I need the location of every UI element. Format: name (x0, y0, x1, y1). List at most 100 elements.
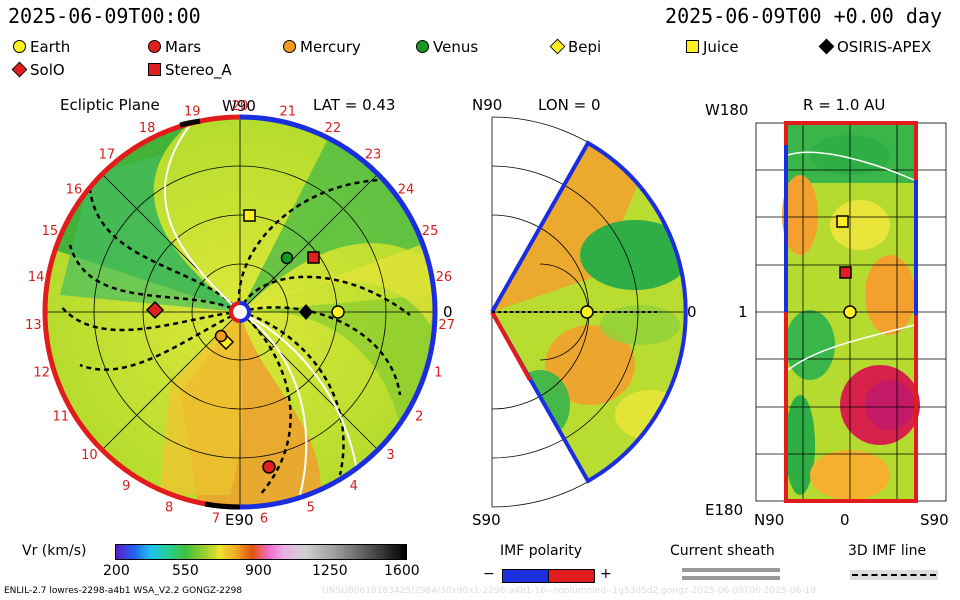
colorbar (115, 544, 407, 560)
sector-number: 2 (415, 410, 423, 425)
sector-number: 23 (365, 147, 382, 162)
circle-marker-icon (148, 40, 161, 53)
sector-number: 15 (42, 224, 59, 239)
lon-label: LON = 0 (538, 96, 601, 114)
juice-marker (243, 209, 256, 222)
cb-tick-200: 200 (103, 563, 130, 579)
sector-number: 14 (28, 270, 45, 285)
legend-label: Bepi (568, 38, 602, 56)
footer-left: ENLIL-2.7 lowres-2298-a4b1 WSA_V2.2 GONG… (4, 586, 243, 596)
sector-number: 24 (398, 182, 415, 197)
x-label-s90: S90 (920, 511, 949, 529)
n90-label: N90 (472, 96, 502, 114)
sector-number: 25 (422, 224, 439, 239)
x-label-0: 0 (840, 511, 850, 529)
legend-label: OSIRIS-APEX (837, 38, 932, 56)
solo-marker (145, 300, 165, 320)
sector-number: 4 (350, 479, 358, 494)
sector-number: 9 (122, 479, 130, 494)
mercury-marker (214, 329, 228, 343)
imf-positive-swatch (548, 569, 595, 583)
legend-label: Stereo_A (165, 61, 232, 79)
legend-label: Venus (433, 38, 479, 56)
sector-number: 19 (184, 105, 201, 120)
one-label: 1 (738, 303, 748, 321)
sheath-line-2 (682, 576, 780, 580)
square-marker-icon (686, 40, 699, 53)
sector-number: 13 (25, 318, 42, 333)
legend-label: Juice (703, 38, 739, 56)
square-marker-icon (148, 63, 161, 76)
lat-label: LAT = 0.43 (313, 96, 395, 114)
imf3d-title: 3D IMF line (848, 543, 927, 559)
sector-number: 10 (81, 448, 98, 463)
sector-number: 21 (279, 105, 296, 120)
current-time: 2025-06-09T00 +0.00 day (665, 4, 942, 28)
diamond-marker-icon (11, 61, 28, 78)
legend-label: SolO (30, 61, 65, 79)
legend-item: Stereo_A (148, 61, 232, 79)
meridional-panel: N90 LON = 0 S90 0 (472, 96, 697, 529)
imf-minus: − (483, 566, 495, 582)
stereo-a-marker (307, 251, 320, 264)
circle-marker-icon (416, 40, 429, 53)
legend-item: Bepi (549, 38, 602, 56)
r-label: R = 1.0 AU (803, 96, 885, 114)
sector-number: 7 (212, 512, 220, 527)
sector-number: 26 (436, 270, 453, 285)
zero-lon-label: 0 (443, 303, 453, 321)
mars-marker (262, 460, 276, 474)
start-time: 2025-06-09T00:00 (8, 4, 201, 28)
earth-marker (331, 305, 345, 319)
zero-label: 0 (687, 303, 697, 321)
sector-number: 18 (139, 121, 156, 136)
diamond-marker-icon (549, 38, 566, 55)
sector-number: 3 (386, 448, 394, 463)
sector-number: 1 (434, 365, 442, 380)
imf-polarity-title: IMF polarity (500, 543, 583, 559)
legend-item: Juice (686, 38, 739, 56)
sector-number: 5 (307, 501, 315, 516)
colorbar-title: Vr (km/s) (22, 543, 87, 559)
sheath-line-1 (682, 568, 780, 572)
imf-plus: + (600, 566, 612, 582)
legend-label: Mercury (300, 38, 361, 56)
legend-item: SolO (11, 61, 65, 79)
w180-label: W180 (705, 101, 748, 119)
cb-tick-550: 550 (172, 563, 199, 579)
venus-marker (280, 251, 294, 265)
current-sheath-title: Current sheath (670, 543, 775, 559)
w90-label: W90 (222, 97, 256, 115)
cb-tick-900: 900 (245, 563, 272, 579)
legend-item: Mercury (283, 38, 361, 56)
cb-tick-1250: 1250 (312, 563, 348, 579)
sector-number: 16 (66, 182, 83, 197)
sector-number: 12 (33, 365, 50, 380)
diamond-marker-icon (818, 38, 835, 55)
legend-item: OSIRIS-APEX (818, 38, 932, 56)
cb-tick-1600: 1600 (384, 563, 420, 579)
sphere-map-panel: W180 R = 1.0 AU 1 E180 N90 0 S90 (705, 96, 949, 529)
imf3d-line (852, 574, 936, 576)
sector-number-labels: 20 21222324252627123456789101112131415161… (25, 99, 455, 527)
circle-marker-icon (13, 40, 26, 53)
imf-negative-swatch (502, 569, 549, 583)
x-label-n90: N90 (754, 511, 784, 529)
footer-right: UNSUB0610183425/2984/30x90x1-2298-a4b1-1… (322, 586, 817, 596)
legend-item: Mars (148, 38, 201, 56)
legend-label: Mars (165, 38, 202, 56)
osiris-apex-marker (299, 304, 313, 320)
sector-number: 22 (325, 121, 342, 136)
sector-number: 27 (438, 318, 455, 333)
ecliptic-plane-panel: Ecliptic Plane W90 LAT = 0.43 E90 0 20 21… (25, 96, 455, 529)
s90-label: S90 (472, 511, 501, 529)
sector-number: 17 (99, 147, 116, 162)
sector-number: 8 (165, 501, 173, 516)
sector-number: 11 (52, 410, 69, 425)
e90-label: E90 (225, 511, 254, 529)
e180-label: E180 (705, 501, 743, 519)
legend-label: Earth (30, 38, 71, 56)
sector-number: 6 (260, 512, 268, 527)
sector-number: 20 (232, 99, 249, 114)
circle-marker-icon (283, 40, 296, 53)
